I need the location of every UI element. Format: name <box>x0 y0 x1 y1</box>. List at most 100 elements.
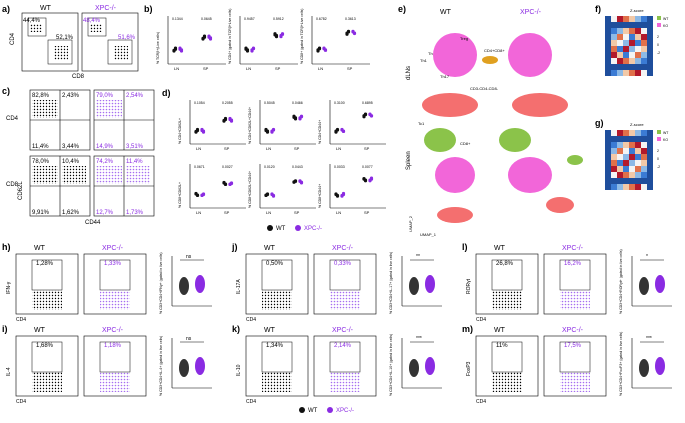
d-point <box>195 193 200 198</box>
f-legend-ko: KO <box>663 24 668 28</box>
f-scale-1: 0 <box>657 43 659 47</box>
g-cell <box>629 130 635 136</box>
d-point <box>201 192 206 197</box>
j-pct-0: 0,50% <box>266 261 284 267</box>
g-scale-0: 2 <box>657 149 659 153</box>
g-cell <box>617 184 623 190</box>
g-cell <box>605 172 611 178</box>
i-pct-1: 1,18% <box>104 343 122 349</box>
b-point <box>317 47 322 51</box>
f-cell <box>611 64 617 70</box>
f-cell <box>641 52 647 58</box>
d-pval-1-1: 0.0466 <box>292 101 303 105</box>
f-cell <box>641 40 647 46</box>
h-xpc-title: XPC-/- <box>102 245 124 252</box>
f-cell <box>635 28 641 34</box>
f-legend-ko-swatch <box>657 23 661 27</box>
f-cell <box>647 16 653 22</box>
f-cell <box>629 64 635 70</box>
d-chart-4: % CD8+CD62L+CD44+ 0.0120 0.0443 LN SP <box>248 164 316 215</box>
legend-wt-label: WT <box>276 226 286 232</box>
legend-xpc-label: XPC-/- <box>304 226 322 232</box>
d-point <box>222 119 226 123</box>
d-pval-0-0: 0.1054 <box>194 101 205 105</box>
panel-l: l) WT XPC-/- 26,8% 16,2% RORγt CD4 % CD3+CD4+RO… <box>462 242 672 323</box>
a-y-label: CD4 <box>10 32 16 45</box>
b-point <box>245 48 250 52</box>
f-cell <box>647 46 653 52</box>
d-point <box>201 129 206 133</box>
umap-spleen <box>435 155 583 223</box>
f-cell <box>641 70 647 76</box>
b-chart-1: % CD4+ (gated in TCRβ+Live cells) 0.9457 0… <box>228 9 298 71</box>
panel-k: k) WT XPC-/- 1,34% 2,14% IL-10 CD4 % CD3+CD4+IL… <box>232 324 442 405</box>
d-point <box>335 194 340 198</box>
g-cell <box>647 154 653 160</box>
f-cell <box>617 52 623 58</box>
g-cell <box>623 166 629 172</box>
g-cell <box>611 142 617 148</box>
f-cell <box>629 22 635 28</box>
f-cell <box>611 28 617 34</box>
umap-dn-label: CD3-CD4-CD8- <box>470 86 499 91</box>
d-point <box>363 113 368 117</box>
d-point <box>229 181 234 186</box>
m-pct-1: 17,5% <box>564 343 582 349</box>
g-cell <box>605 136 611 142</box>
umap-th1-label: Th1 <box>420 58 428 63</box>
g-cell <box>629 136 635 142</box>
f-legend-wt: WT <box>663 17 669 21</box>
g-cell <box>641 154 647 160</box>
l-y-label: RORγt <box>466 278 472 294</box>
panel-h: h) WT XPC-/- 1,28% 1,33% IFN-γ CD4 % CD3+CD4+IF… <box>2 242 212 323</box>
d-point <box>265 192 270 197</box>
g-cell <box>647 184 653 190</box>
f-cell <box>623 16 629 22</box>
panel-m: m) WT XPC-/- 11% 17,5% FoxP3 CD4 % CD3+CD4+FoxP… <box>462 324 672 405</box>
heatmap-f: WT KO 2 0 -2 <box>605 16 669 76</box>
f-cell <box>605 46 611 52</box>
panel-g-label: g) <box>595 118 604 128</box>
c-cd4-plots <box>29 89 155 151</box>
l-plot-1 <box>543 253 607 315</box>
d-xtick-ln-4: LN <box>266 210 271 215</box>
b-point <box>352 31 357 36</box>
g-cell <box>635 178 641 184</box>
d-pval-2-1: 0.6895 <box>362 101 373 105</box>
panel-b-label: b) <box>144 4 153 14</box>
f-cell <box>635 40 641 46</box>
j-x-label: CD4 <box>246 317 256 323</box>
panel-j: j) WT XPC-/- 0,50% 0,33% IL-17A CD4 % CD3+CD4+I… <box>231 242 442 323</box>
k-pct-1: 2,14% <box>334 343 352 349</box>
g-cell <box>623 184 629 190</box>
f-cell <box>635 16 641 22</box>
d-point <box>229 118 234 122</box>
c-percentages: 82,8% 2,43% 11,4% 3,44% 79,0% 2,54% 14,9% 3,51%… <box>32 93 144 216</box>
m-wt-title: WT <box>494 327 506 334</box>
c-y-label: CD62L <box>18 181 24 200</box>
d-point <box>369 176 374 180</box>
f-cell <box>605 34 611 40</box>
g-cell <box>623 130 629 136</box>
a-xpc-title: XPC-/- <box>95 5 117 12</box>
l-wt-title: WT <box>494 245 506 252</box>
b-xtick-ln-0: LN <box>174 66 179 71</box>
b-xtick-sp-0: SP <box>203 66 209 71</box>
g-cell <box>605 178 611 184</box>
g-cell <box>635 130 641 136</box>
legend-xpc-dot <box>295 225 301 231</box>
b-ylabel-2: % CD8+ (gated in TCRβ+Live cells) <box>300 9 304 64</box>
f-cell <box>611 58 617 64</box>
g-cell <box>605 160 611 166</box>
panel-l-label: l) <box>462 242 468 252</box>
i-violin-wt <box>179 359 189 377</box>
f-cell <box>617 34 623 40</box>
f-cell <box>635 46 641 52</box>
g-cell <box>641 172 647 178</box>
g-cell <box>641 148 647 154</box>
f-cell <box>623 22 629 28</box>
c-pct-cd4_wt-1: 2,43% <box>62 93 80 99</box>
f-cell <box>611 40 617 46</box>
